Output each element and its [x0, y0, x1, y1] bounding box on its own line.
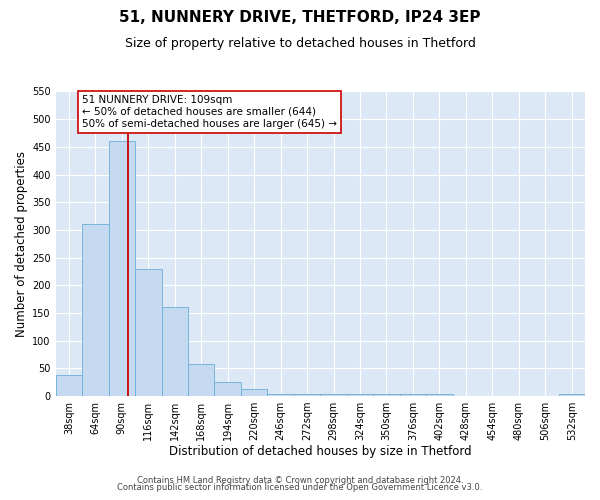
Bar — [109, 142, 135, 396]
Bar — [56, 375, 82, 396]
Text: Contains HM Land Registry data © Crown copyright and database right 2024.: Contains HM Land Registry data © Crown c… — [137, 476, 463, 485]
Bar — [400, 394, 426, 396]
Bar — [135, 268, 161, 396]
Y-axis label: Number of detached properties: Number of detached properties — [15, 150, 28, 336]
Bar — [347, 394, 373, 396]
Text: 51 NUNNERY DRIVE: 109sqm
← 50% of detached houses are smaller (644)
50% of semi-: 51 NUNNERY DRIVE: 109sqm ← 50% of detach… — [82, 96, 337, 128]
Bar — [241, 390, 268, 396]
Bar — [214, 382, 241, 396]
Bar — [559, 394, 585, 396]
Bar — [426, 394, 452, 396]
Bar — [373, 394, 400, 396]
X-axis label: Distribution of detached houses by size in Thetford: Distribution of detached houses by size … — [169, 444, 472, 458]
Text: Size of property relative to detached houses in Thetford: Size of property relative to detached ho… — [125, 38, 475, 51]
Bar — [82, 224, 109, 396]
Bar — [320, 394, 347, 396]
Text: 51, NUNNERY DRIVE, THETFORD, IP24 3EP: 51, NUNNERY DRIVE, THETFORD, IP24 3EP — [119, 10, 481, 25]
Bar — [161, 308, 188, 396]
Text: Contains public sector information licensed under the Open Government Licence v3: Contains public sector information licen… — [118, 484, 482, 492]
Bar — [188, 364, 214, 396]
Bar — [268, 394, 294, 396]
Bar — [294, 394, 320, 396]
